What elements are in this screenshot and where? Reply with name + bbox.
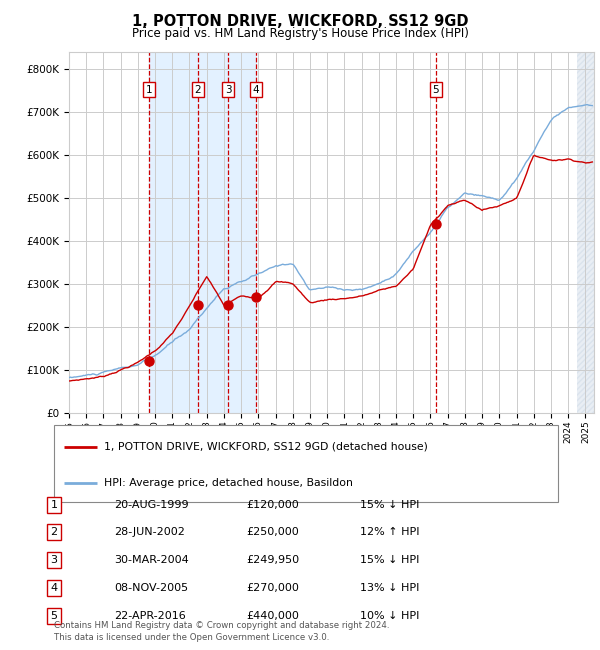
Text: 4: 4: [50, 583, 58, 593]
Text: £249,950: £249,950: [246, 555, 299, 565]
Text: This data is licensed under the Open Government Licence v3.0.: This data is licensed under the Open Gov…: [54, 632, 329, 642]
Text: 4: 4: [253, 85, 259, 95]
Text: 5: 5: [50, 611, 58, 621]
Text: 3: 3: [225, 85, 232, 95]
Text: 08-NOV-2005: 08-NOV-2005: [114, 583, 188, 593]
Text: £270,000: £270,000: [246, 583, 299, 593]
Text: 12% ↑ HPI: 12% ↑ HPI: [360, 527, 419, 537]
Text: Price paid vs. HM Land Registry's House Price Index (HPI): Price paid vs. HM Land Registry's House …: [131, 27, 469, 40]
Text: 28-JUN-2002: 28-JUN-2002: [114, 527, 185, 537]
Text: £440,000: £440,000: [246, 611, 299, 621]
Text: 13% ↓ HPI: 13% ↓ HPI: [360, 583, 419, 593]
Text: 10% ↓ HPI: 10% ↓ HPI: [360, 611, 419, 621]
Text: £120,000: £120,000: [246, 500, 299, 510]
Text: 2: 2: [194, 85, 201, 95]
Text: 22-APR-2016: 22-APR-2016: [114, 611, 186, 621]
Text: HPI: Average price, detached house, Basildon: HPI: Average price, detached house, Basi…: [104, 478, 353, 488]
Text: 1, POTTON DRIVE, WICKFORD, SS12 9GD (detached house): 1, POTTON DRIVE, WICKFORD, SS12 9GD (det…: [104, 441, 428, 452]
Text: 1: 1: [145, 85, 152, 95]
Text: Contains HM Land Registry data © Crown copyright and database right 2024.: Contains HM Land Registry data © Crown c…: [54, 621, 389, 630]
Text: 3: 3: [50, 555, 58, 565]
Text: 30-MAR-2004: 30-MAR-2004: [114, 555, 189, 565]
Text: 1: 1: [50, 500, 58, 510]
Text: 1, POTTON DRIVE, WICKFORD, SS12 9GD: 1, POTTON DRIVE, WICKFORD, SS12 9GD: [132, 14, 468, 29]
Text: 15% ↓ HPI: 15% ↓ HPI: [360, 500, 419, 510]
Text: 15% ↓ HPI: 15% ↓ HPI: [360, 555, 419, 565]
FancyBboxPatch shape: [54, 425, 558, 502]
Text: 5: 5: [433, 85, 439, 95]
Text: £250,000: £250,000: [246, 527, 299, 537]
Bar: [577, 52, 594, 413]
Text: 2: 2: [50, 527, 58, 537]
Bar: [149, 52, 256, 413]
Text: 20-AUG-1999: 20-AUG-1999: [114, 500, 188, 510]
